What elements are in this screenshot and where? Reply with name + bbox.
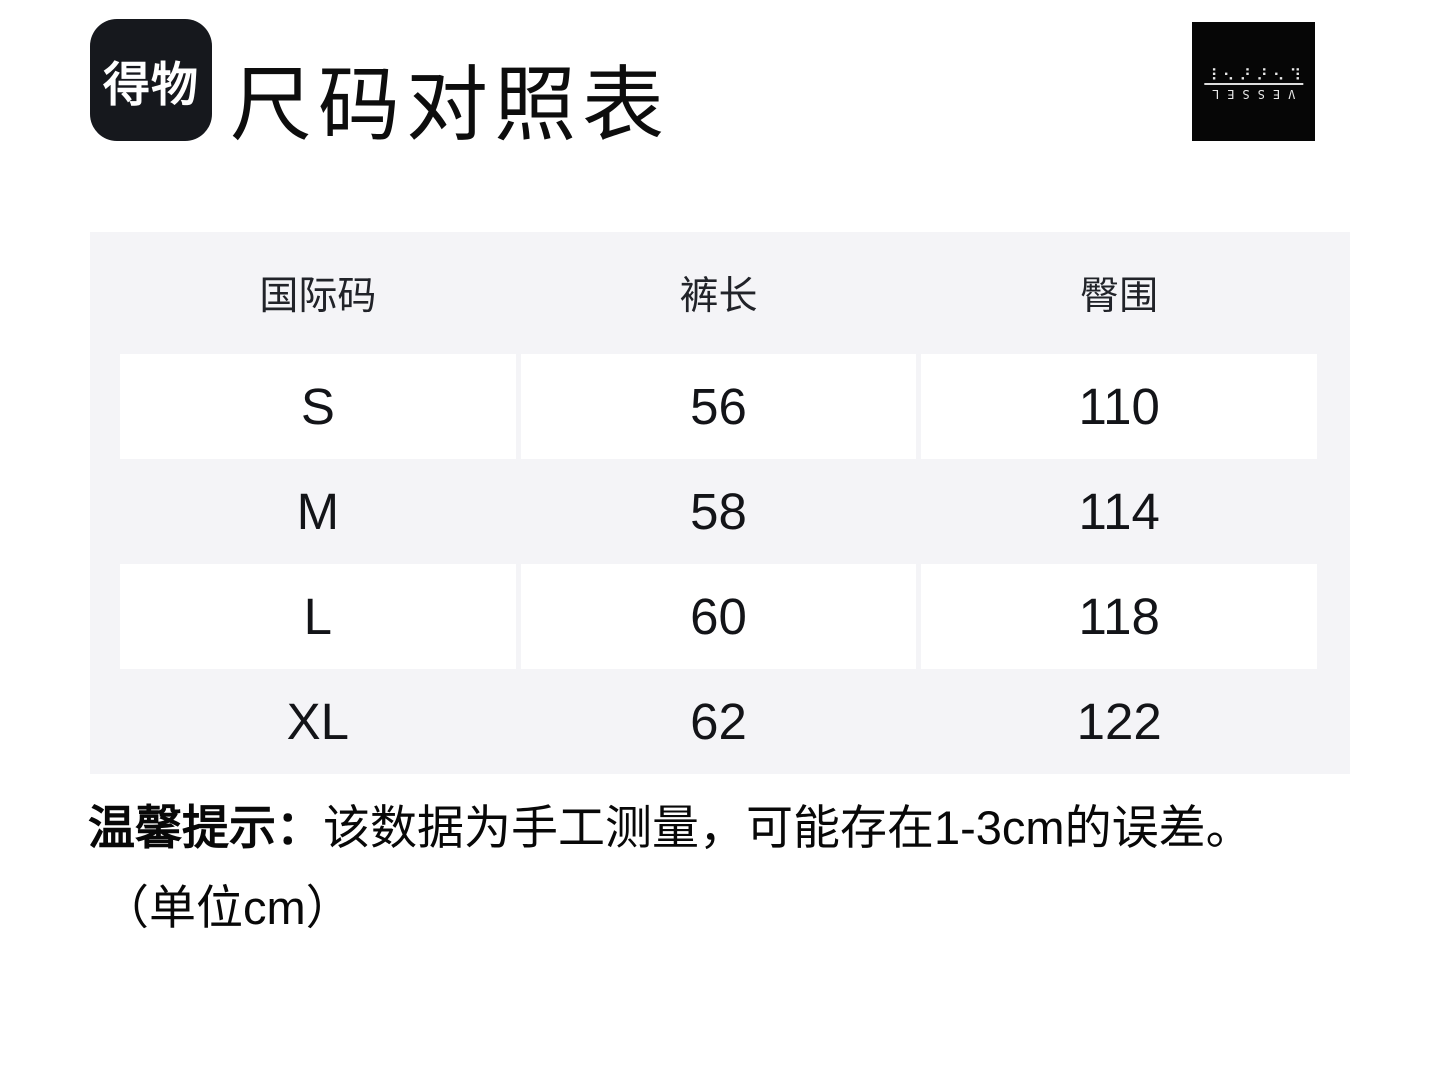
measurement-note-line1: 温馨提示：该数据为手工测量，可能存在1-3cm的误差。 — [88, 788, 1368, 868]
note-unit-line: （单位cm） — [102, 881, 353, 934]
cell-hip: 114 — [1078, 483, 1160, 540]
dewu-logo: 得物 — [90, 19, 212, 141]
cell-pants-length: 62 — [690, 693, 747, 750]
cell-size: M — [296, 483, 340, 540]
note-label: 温馨提示： — [88, 801, 323, 854]
cell-size: S — [120, 354, 516, 459]
table-row: XL 62 122 — [120, 669, 1317, 774]
vessel-rule-line — [1204, 82, 1303, 85]
size-table-header-row: 国际码 裤长 臀围 — [120, 232, 1317, 354]
note-text: 该数据为手工测量，可能存在1-3cm的误差。 — [323, 801, 1253, 854]
size-table: 国际码 裤长 臀围 S 56 110 M 58 114 L 60 118 XL … — [90, 232, 1350, 774]
dewu-logo-text: 得物 — [103, 57, 199, 111]
cell-size: L — [120, 564, 516, 669]
table-row: S 56 110 — [120, 354, 1317, 459]
column-header-international-size: 国际码 — [259, 275, 377, 318]
cell-pants-length: 56 — [520, 354, 917, 459]
table-row: L 60 118 — [120, 564, 1317, 669]
vessel-wordmark: VESSEL — [1203, 86, 1296, 101]
cell-pants-length: 60 — [520, 564, 917, 669]
vessel-logo-inner: VESSEL ⠧⠑⠎⠎⠑⠇ — [1200, 62, 1306, 101]
cell-hip: 122 — [1076, 693, 1162, 750]
column-header-hip: 臀围 — [1080, 275, 1159, 318]
cell-hip: 118 — [921, 564, 1317, 669]
table-row: M 58 114 — [120, 459, 1317, 564]
column-header-pants-length: 裤长 — [679, 275, 758, 318]
vessel-braille-icon: ⠧⠑⠎⠎⠑⠇ — [1200, 62, 1302, 82]
page-title: 尺码对照表 — [230, 60, 671, 151]
cell-size: XL — [286, 693, 350, 750]
cell-hip: 110 — [921, 354, 1317, 459]
measurement-note: 温馨提示：该数据为手工测量，可能存在1-3cm的误差。 （单位cm） — [88, 788, 1368, 948]
vessel-logo: VESSEL ⠧⠑⠎⠎⠑⠇ — [1192, 22, 1315, 141]
cell-pants-length: 58 — [690, 483, 747, 540]
